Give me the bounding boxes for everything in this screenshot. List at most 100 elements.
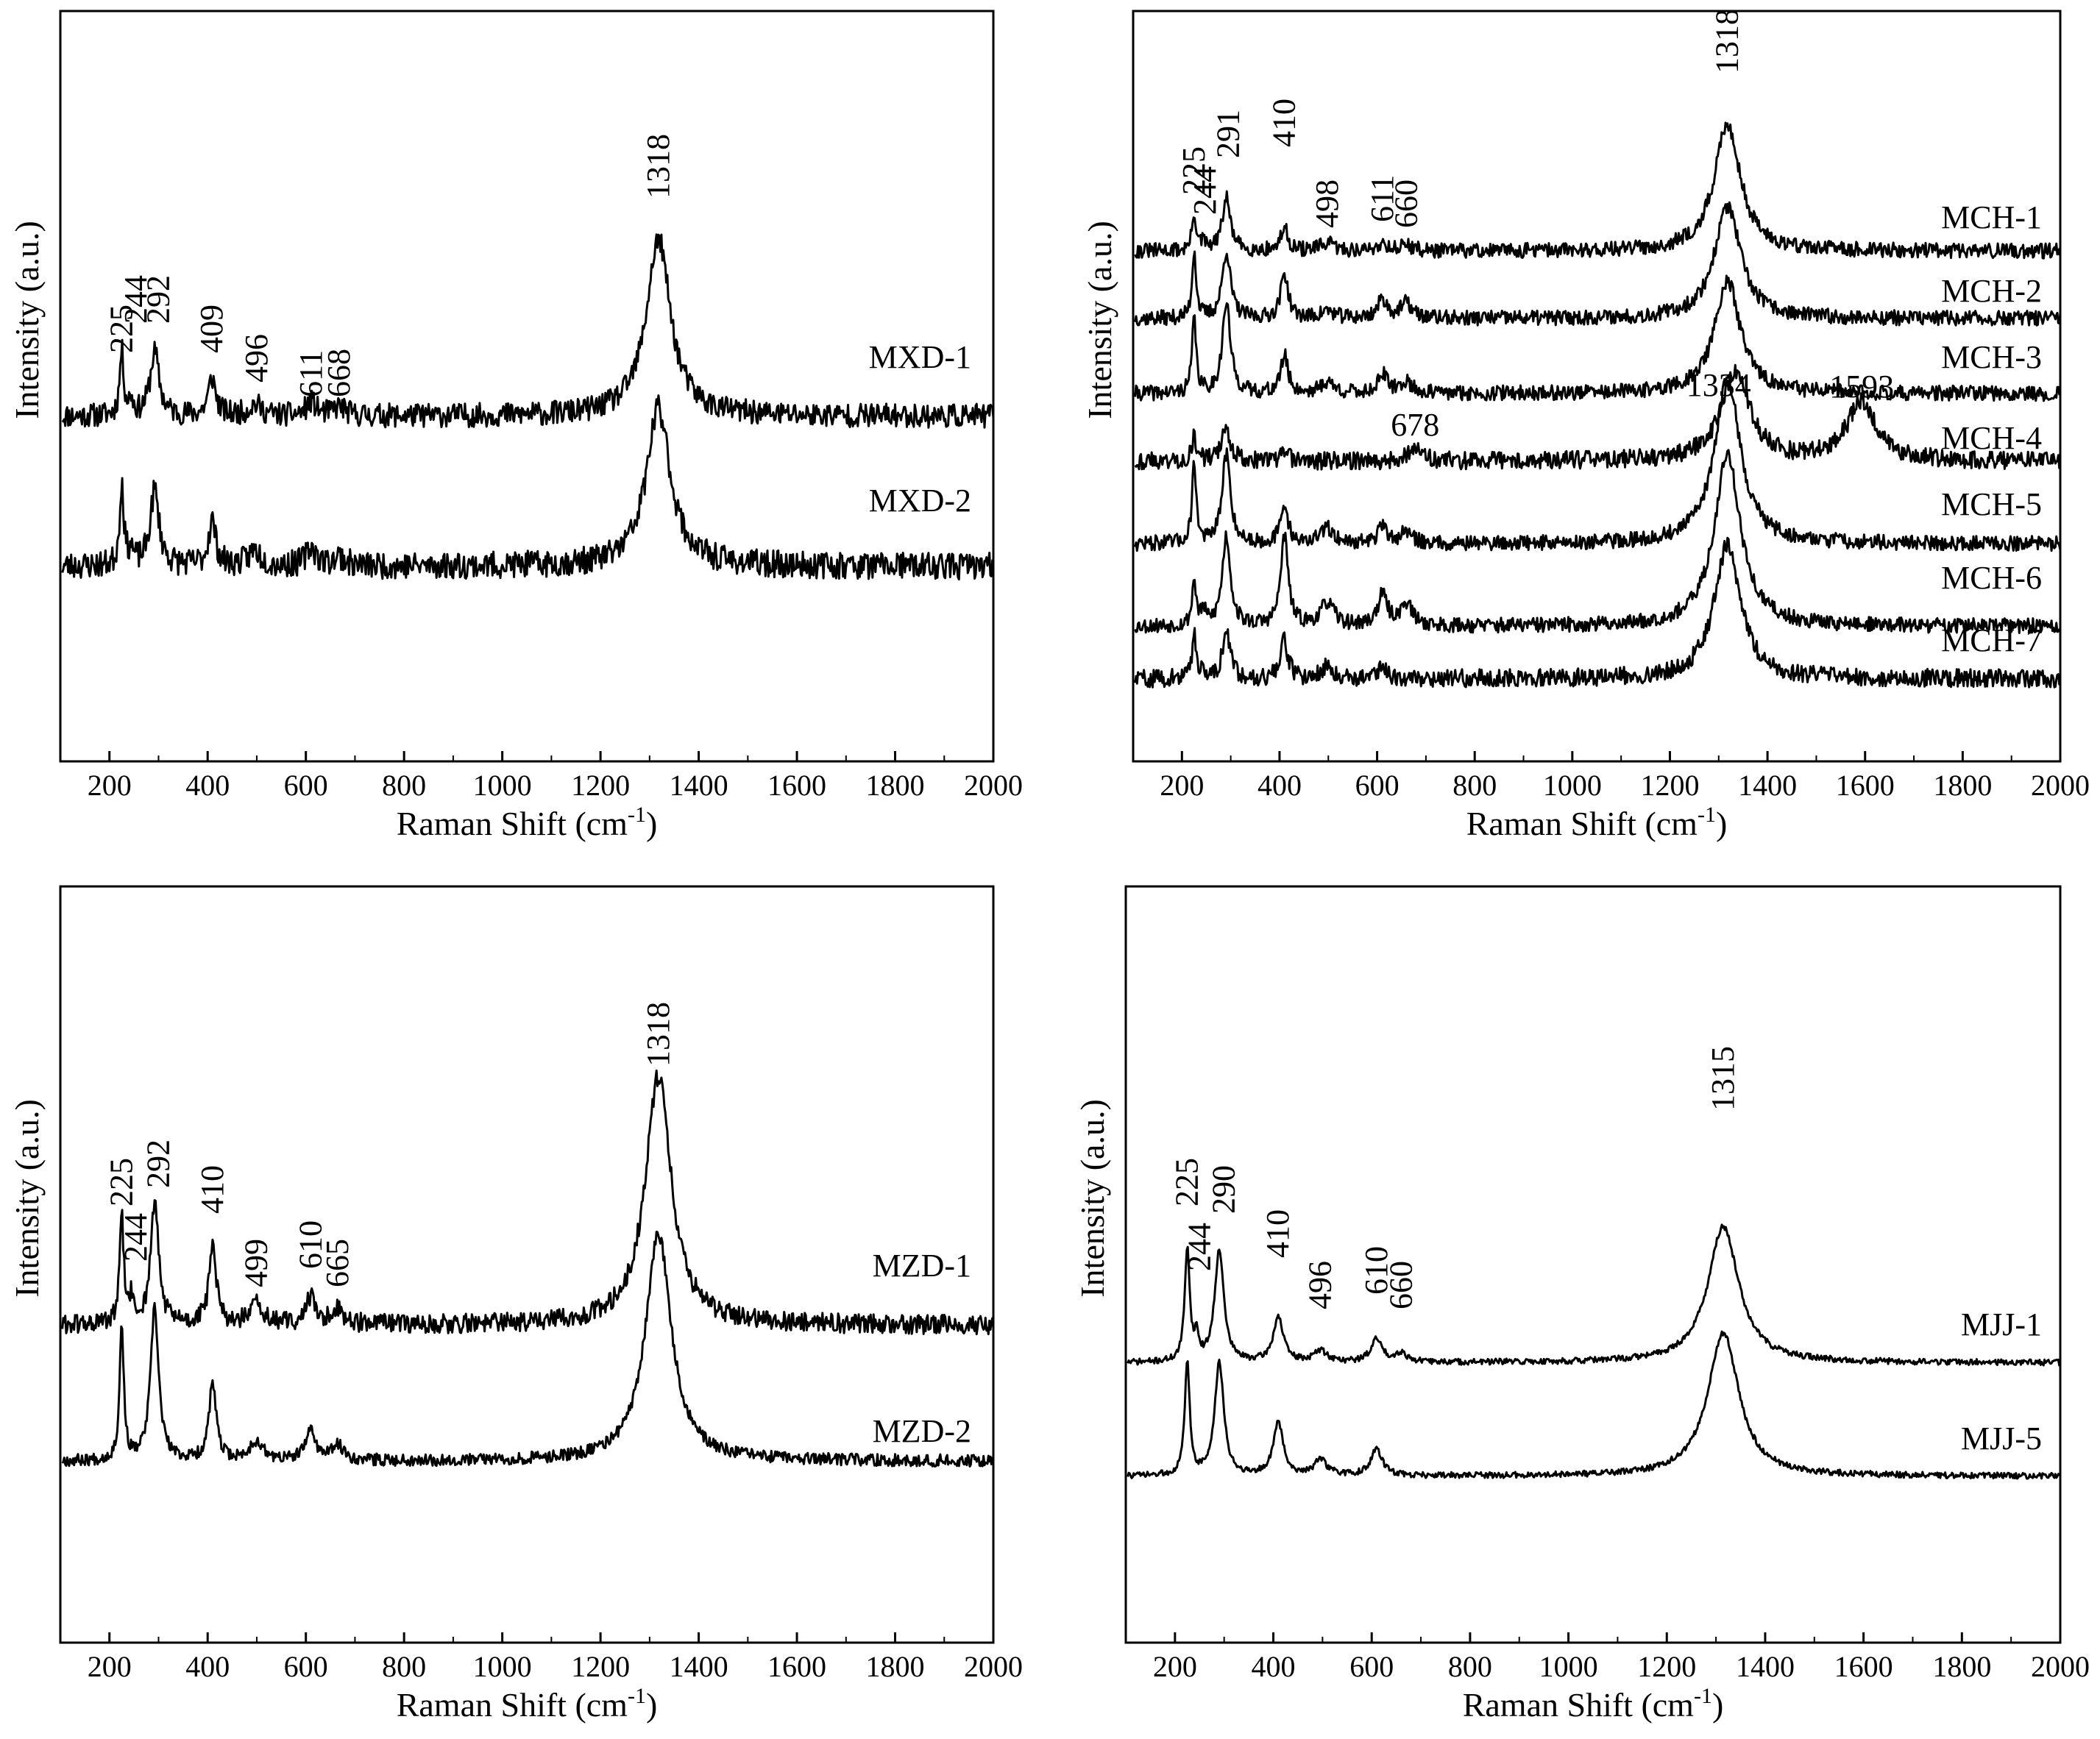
peak-label: 1318 <box>1709 9 1745 74</box>
x-tick-label: 1000 <box>1543 769 1602 802</box>
series-label: MJJ-5 <box>1961 1420 2042 1457</box>
peak-label: 292 <box>140 1139 176 1188</box>
series-label: MZD-1 <box>873 1248 971 1284</box>
peak-label: 1593 <box>1829 369 1894 405</box>
x-tick-label: 1400 <box>1738 769 1797 802</box>
x-tick-label: 400 <box>185 769 230 802</box>
peak-label: 496 <box>238 334 274 383</box>
x-tick-label: 200 <box>88 769 132 802</box>
x-tick-label: 1600 <box>1834 1650 1893 1683</box>
peak-label: 660 <box>1383 1261 1419 1309</box>
spectrum-mch-4 <box>1134 363 2062 471</box>
spectrum-mxd-2 <box>61 394 995 581</box>
peak-label: 610 <box>292 1220 328 1269</box>
x-axis-title: Raman Shift (cm-1) <box>397 1684 658 1724</box>
x-axis-title: Raman Shift (cm-1) <box>1466 803 1728 842</box>
series-label: MCH-1 <box>1941 199 2042 235</box>
series-label: MJJ-1 <box>1961 1306 2042 1343</box>
x-tick-label: 2000 <box>2031 769 2090 802</box>
peak-label: 665 <box>319 1239 355 1287</box>
peak-label: 611 <box>293 350 329 397</box>
x-tick-label: 1400 <box>670 769 728 802</box>
peak-label: 1334 <box>1686 367 1751 403</box>
x-tick-label: 800 <box>1452 769 1497 802</box>
peak-label: 409 <box>194 305 230 353</box>
spectrum-mxd-1 <box>61 233 995 429</box>
x-tick-label: 200 <box>1153 1650 1197 1683</box>
spectrum-mzd-1 <box>61 1069 995 1336</box>
peak-label: 410 <box>194 1165 230 1214</box>
series-label: MZD-2 <box>873 1413 971 1449</box>
spectrum-mjj-5 <box>1127 1330 2061 1480</box>
panel-bottom-right: 200 400 600 800 1000 1200 1400 1600 1800 2000 Rama… <box>1074 885 2090 1724</box>
peak-label: 498 <box>1309 179 1345 228</box>
series-label: MCH-3 <box>1941 339 2042 375</box>
x-tick-label: 400 <box>1257 769 1302 802</box>
x-tick-label: 800 <box>382 769 426 802</box>
x-tick-label: 600 <box>1349 1650 1394 1683</box>
plot-frame <box>59 10 995 763</box>
peak-label: 225 <box>103 305 139 353</box>
peak-label: 225 <box>103 1158 139 1206</box>
peak-label: 1315 <box>1705 1046 1741 1111</box>
series-label: MXD-2 <box>869 483 971 519</box>
peak-label: 244 <box>1187 166 1223 215</box>
x-tick-label: 1200 <box>1637 1650 1696 1683</box>
peak-label: 225 <box>1169 1158 1205 1206</box>
x-tick-label: 1200 <box>1640 769 1699 802</box>
peak-label: 225 <box>1176 146 1212 195</box>
panel-top-left: 200 400 600 800 1000 1200 1400 1600 1800 2000 Rama… <box>8 10 1023 842</box>
plot-frame <box>1124 885 2062 1644</box>
x-tick-label: 2000 <box>964 1650 1023 1683</box>
peak-label: 292 <box>140 275 176 324</box>
x-tick-label: 1400 <box>1736 1650 1795 1683</box>
series-label: MCH-5 <box>1941 486 2042 522</box>
peak-label: 291 <box>1210 110 1246 158</box>
peak-label: 611 <box>1364 175 1400 222</box>
peak-label: 678 <box>1391 407 1439 443</box>
spectrum-mzd-2 <box>61 1231 995 1468</box>
series-label: MCH-6 <box>1941 560 2042 596</box>
spectrum-mch-3 <box>1134 274 2062 402</box>
peak-label: 610 <box>1358 1246 1394 1295</box>
x-tick-label: 1000 <box>1539 1650 1598 1683</box>
peak-label: 244 <box>1181 1223 1217 1271</box>
x-tick-label: 1400 <box>670 1650 728 1683</box>
y-axis-title: Intensity (a.u.) <box>8 221 46 419</box>
x-tick-label: 1000 <box>473 769 532 802</box>
peak-label: 290 <box>1206 1165 1242 1214</box>
peak-label: 499 <box>238 1239 274 1287</box>
spectrum-mch-5 <box>1134 374 2062 552</box>
x-tick-label: 600 <box>1355 769 1400 802</box>
y-axis-title: Intensity (a.u.) <box>8 1099 46 1298</box>
plot-frame <box>1132 10 2062 763</box>
x-axis-title: Raman Shift (cm-1) <box>397 803 658 842</box>
x-tick-label: 800 <box>1448 1650 1492 1683</box>
x-tick-label: 1800 <box>1932 1650 1991 1683</box>
x-tick-label: 1200 <box>571 769 630 802</box>
x-tick-label: 1600 <box>1836 769 1895 802</box>
peak-label: 410 <box>1266 99 1302 147</box>
peak-label: 668 <box>321 349 357 397</box>
peak-label: 660 <box>1388 179 1424 228</box>
y-axis-title: Intensity (a.u.) <box>1074 1099 1111 1298</box>
x-tick-label: 2000 <box>2031 1650 2090 1683</box>
plot-frame <box>59 885 995 1644</box>
x-tick-label: 1600 <box>767 1650 826 1683</box>
series-label: MCH-4 <box>1941 420 2042 456</box>
x-tick-label: 1600 <box>767 769 826 802</box>
series-label: MCH-7 <box>1941 622 2042 658</box>
x-tick-label: 600 <box>284 769 328 802</box>
x-tick-label: 200 <box>1160 769 1204 802</box>
panel-top-right: 200 400 600 800 1000 1200 1400 1600 1800 2000 Rama… <box>1081 9 2090 842</box>
x-tick-label: 1800 <box>1933 769 1992 802</box>
x-tick-label: 2000 <box>964 769 1023 802</box>
spectrum-mch-7 <box>1134 536 2062 689</box>
x-tick-label: 200 <box>88 1650 132 1683</box>
peak-label: 1318 <box>640 134 676 199</box>
x-tick-label: 800 <box>382 1650 426 1683</box>
peak-label: 496 <box>1302 1261 1338 1309</box>
spectrum-mch-6 <box>1134 449 2062 635</box>
x-tick-label: 1000 <box>473 1650 532 1683</box>
